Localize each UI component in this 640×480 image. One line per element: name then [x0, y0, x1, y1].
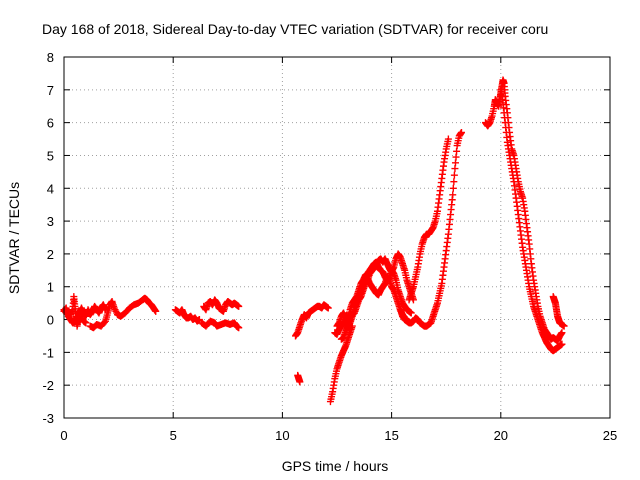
data-point: [348, 322, 356, 330]
x-tick-label: 20: [494, 428, 508, 443]
y-tick-label: 8: [47, 50, 54, 65]
y-tick-label: 5: [47, 148, 54, 163]
y-tick-label: 1: [47, 280, 54, 295]
data-point: [558, 340, 566, 348]
data-point: [235, 302, 243, 310]
data-point: [560, 322, 568, 330]
data-point: [449, 191, 457, 199]
data-point: [152, 307, 160, 315]
y-tick-label: 7: [47, 83, 54, 98]
series-pass-c: [86, 294, 160, 332]
series-pass-g: [292, 301, 332, 340]
data-point: [444, 135, 452, 143]
series-pass-b: [60, 304, 90, 327]
y-tick-label: 4: [47, 181, 54, 196]
data-point: [407, 309, 415, 317]
axis-ticks: 0 5 10 15 20 25 -3 -2 -1 0 1 2 3 4 5 6 7 8: [42, 50, 617, 443]
y-axis-label: SDTVAR / TECUs: [6, 182, 22, 294]
data-point: [457, 128, 465, 136]
x-tick-label: 15: [384, 428, 398, 443]
data-points: [60, 76, 568, 406]
data-point: [82, 319, 90, 327]
data-point: [324, 304, 332, 312]
y-tick-label: -2: [42, 378, 54, 393]
series-pass-d: [171, 306, 203, 325]
data-point: [296, 378, 304, 386]
data-point: [235, 324, 243, 332]
x-tick-label: 10: [275, 428, 289, 443]
data-point: [449, 184, 457, 192]
series-pass-f: [198, 317, 243, 332]
series-pass-h: [294, 371, 304, 386]
data-point: [450, 171, 458, 179]
series-pass-q: [549, 293, 568, 330]
series-pass-e: [200, 296, 243, 315]
series-pass-p: [497, 86, 566, 355]
series-pass-l: [326, 322, 356, 406]
y-tick-label: 3: [47, 214, 54, 229]
x-tick-label: 0: [60, 428, 67, 443]
data-point: [558, 329, 566, 337]
chart-title: Day 168 of 2018, Sidereal Day-to-day VTE…: [42, 21, 548, 37]
x-axis-label: GPS time / hours: [282, 458, 389, 474]
y-tick-label: 6: [47, 116, 54, 131]
plot-frame: [63, 56, 611, 419]
data-point: [450, 178, 458, 186]
y-tick-label: 2: [47, 247, 54, 262]
series-pass-m: [396, 128, 465, 330]
y-tick-label: 0: [47, 313, 54, 328]
series-pass-n: [405, 135, 452, 304]
x-tick-label: 25: [603, 428, 617, 443]
series-pass-j: [331, 258, 415, 338]
y-tick-label: -1: [42, 345, 54, 360]
x-tick-label: 5: [170, 428, 177, 443]
y-tick-label: -3: [42, 411, 54, 426]
